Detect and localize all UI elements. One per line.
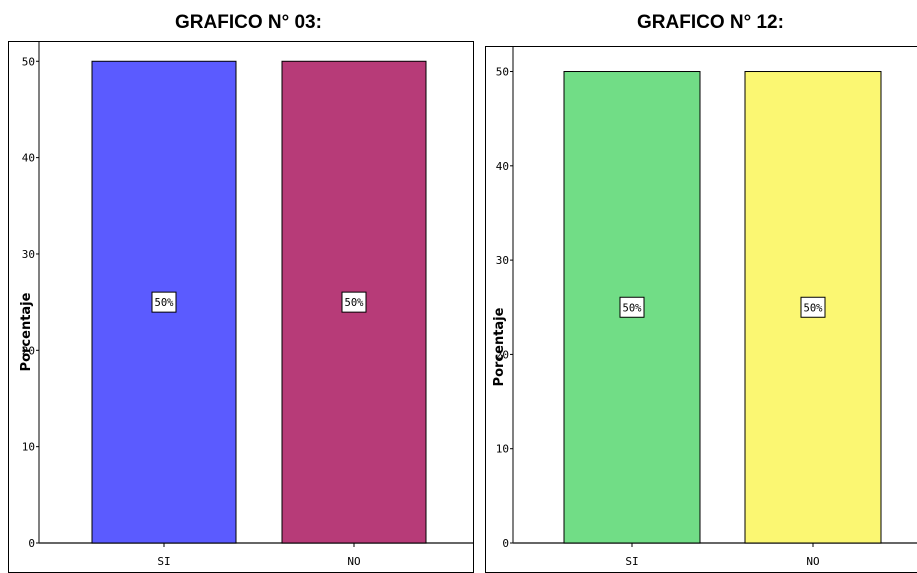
- x-tick-label: SI: [157, 555, 170, 568]
- chart-panel: 0 10 20 30 40 50 Porcentaje SI 50% NO 50%: [485, 46, 917, 573]
- y-tick-label: 30: [496, 254, 509, 267]
- chart-panel: 0 10 20 30 40 50 Porcentaje SI 50% NO 50%: [8, 41, 474, 573]
- x-tick-label: NO: [806, 555, 819, 568]
- y-tick-label: 40: [496, 160, 509, 173]
- data-label-box: [800, 296, 826, 318]
- y-tick-label: 10: [22, 441, 35, 454]
- y-axis-label: Porcentaje: [19, 292, 34, 371]
- bar-chart: 0 10 20 30 40 50 Porcentaje SI 50% NO 50%: [19, 42, 473, 568]
- y-tick-label: 50: [496, 66, 509, 79]
- y-tick-label: 20: [496, 348, 509, 361]
- data-label-box: [619, 296, 645, 318]
- y-tick-label: 50: [22, 55, 35, 68]
- y-tick-label: 20: [22, 344, 35, 357]
- y-tick-label: 0: [28, 537, 35, 550]
- data-label: 50%: [623, 302, 643, 314]
- data-label-box: [151, 291, 177, 313]
- x-tick-label: SI: [625, 555, 638, 568]
- chart-title: GRAFICO N° 12:: [637, 12, 784, 33]
- y-axis-label: Porcentaje: [492, 307, 507, 386]
- data-label-box: [341, 291, 367, 313]
- y-tick-label: 10: [496, 443, 509, 456]
- chart-title: GRAFICO N° 03:: [175, 12, 322, 33]
- data-label: 50%: [804, 302, 824, 314]
- x-tick-label: NO: [347, 555, 360, 568]
- y-tick-label: 0: [502, 537, 509, 550]
- data-label: 50%: [155, 297, 175, 309]
- y-tick-label: 40: [22, 152, 35, 165]
- data-label: 50%: [345, 297, 365, 309]
- bar-chart: 0 10 20 30 40 50 Porcentaje SI 50% NO 50%: [492, 47, 917, 568]
- y-tick-label: 30: [22, 248, 35, 261]
